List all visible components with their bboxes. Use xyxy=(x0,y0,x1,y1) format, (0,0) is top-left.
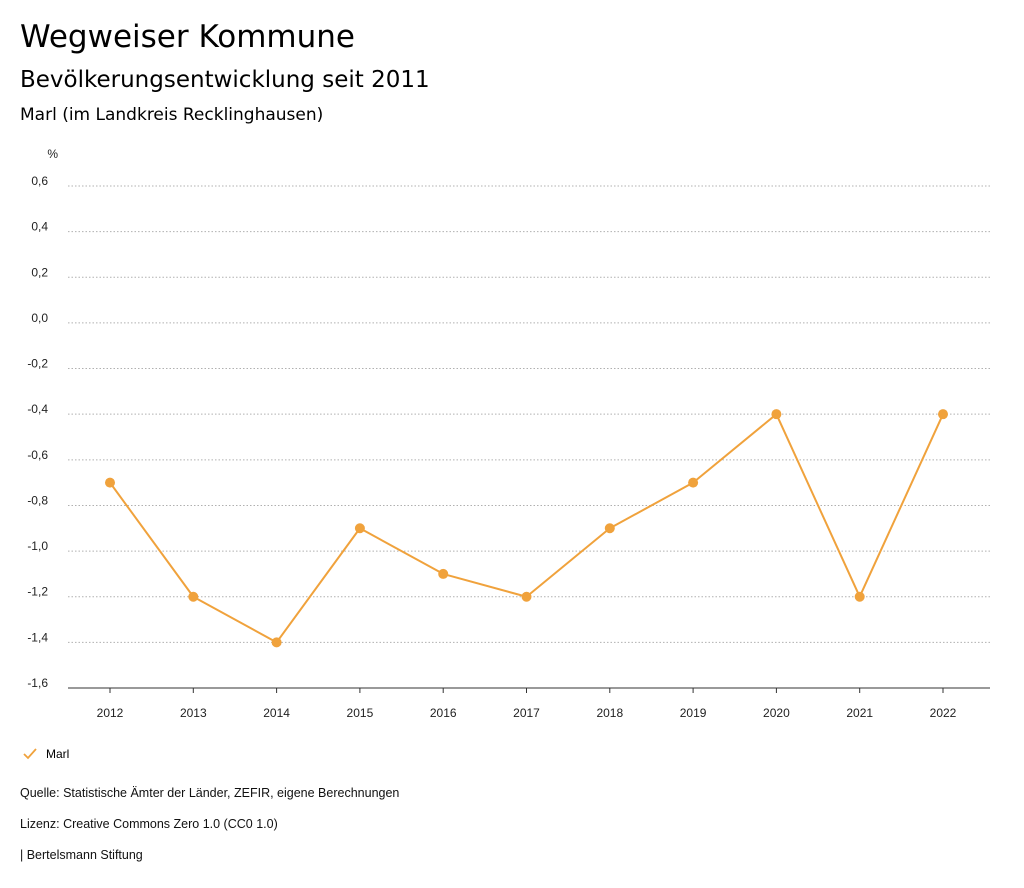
x-tick-label: 2018 xyxy=(596,706,623,720)
x-tick-label: 2022 xyxy=(930,706,957,720)
chart-legend[interactable]: Marl xyxy=(22,744,69,764)
data-point xyxy=(105,477,115,488)
data-point xyxy=(354,523,365,534)
chart-subtitle: Bevölkerungsentwicklung seit 2011 xyxy=(20,67,430,93)
source-note: Quelle: Statistische Ämter der Länder, Z… xyxy=(20,786,400,800)
data-point xyxy=(271,637,282,648)
data-point xyxy=(438,568,449,579)
y-axis-unit-label: % xyxy=(47,147,58,161)
x-tick-label: 2013 xyxy=(180,706,207,720)
y-tick-label: -1,4 xyxy=(27,630,48,644)
y-tick-label: 0,6 xyxy=(31,174,48,188)
data-point xyxy=(854,591,865,602)
x-tick-label: 2017 xyxy=(513,706,540,720)
check-icon xyxy=(23,748,37,760)
line-chart: % 0,6 0,4 0,2 0,0 -0,2 -0,4 -0,6 -0,8 -1,0 -1,2 -1,… xyxy=(27,147,990,720)
data-point xyxy=(521,591,532,602)
page-title: Wegweiser Kommune xyxy=(20,19,355,55)
y-tick-label: 0,0 xyxy=(31,311,48,325)
publisher-note: | Bertelsmann Stiftung xyxy=(20,848,143,862)
series-line-marl xyxy=(109,413,944,644)
x-tick-label: 2016 xyxy=(430,706,457,720)
y-tick-label: -1,6 xyxy=(27,676,48,690)
y-tick-label: -1,0 xyxy=(27,539,48,553)
y-tick-label: 0,4 xyxy=(31,220,48,234)
data-point xyxy=(188,591,199,602)
x-tick-label: 2021 xyxy=(846,706,873,720)
x-tick-label: 2020 xyxy=(763,706,790,720)
x-tick-label: 2012 xyxy=(97,706,124,720)
y-tick-label: 0,2 xyxy=(31,265,48,279)
legend-label-marl: Marl xyxy=(46,747,70,761)
y-tick-label: -0,8 xyxy=(27,493,48,507)
data-point xyxy=(938,409,948,420)
y-tick-label: -0,4 xyxy=(27,402,48,416)
y-tick-label: -0,2 xyxy=(27,357,48,371)
x-tick-label: 2014 xyxy=(263,706,290,720)
y-tick-label: -0,6 xyxy=(27,448,48,462)
data-point xyxy=(604,523,615,534)
data-point xyxy=(771,409,782,420)
x-tick-label: 2019 xyxy=(680,706,707,720)
region-label: Marl (im Landkreis Recklinghausen) xyxy=(20,105,324,125)
data-point xyxy=(688,477,699,488)
x-tick-label: 2015 xyxy=(347,706,374,720)
license-note: Lizenz: Creative Commons Zero 1.0 (CC0 1… xyxy=(20,817,278,831)
y-tick-label: -1,2 xyxy=(27,585,48,599)
